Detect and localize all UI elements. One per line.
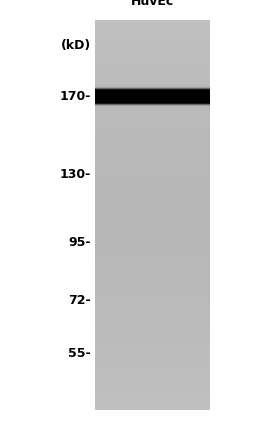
Text: 55-: 55- <box>68 347 91 360</box>
Text: HuvEc: HuvEc <box>131 0 174 8</box>
Text: 170-: 170- <box>60 90 91 103</box>
Text: 130-: 130- <box>60 168 91 181</box>
Text: (kD): (kD) <box>61 39 91 52</box>
Text: 72-: 72- <box>68 294 91 307</box>
Text: 95-: 95- <box>69 236 91 249</box>
